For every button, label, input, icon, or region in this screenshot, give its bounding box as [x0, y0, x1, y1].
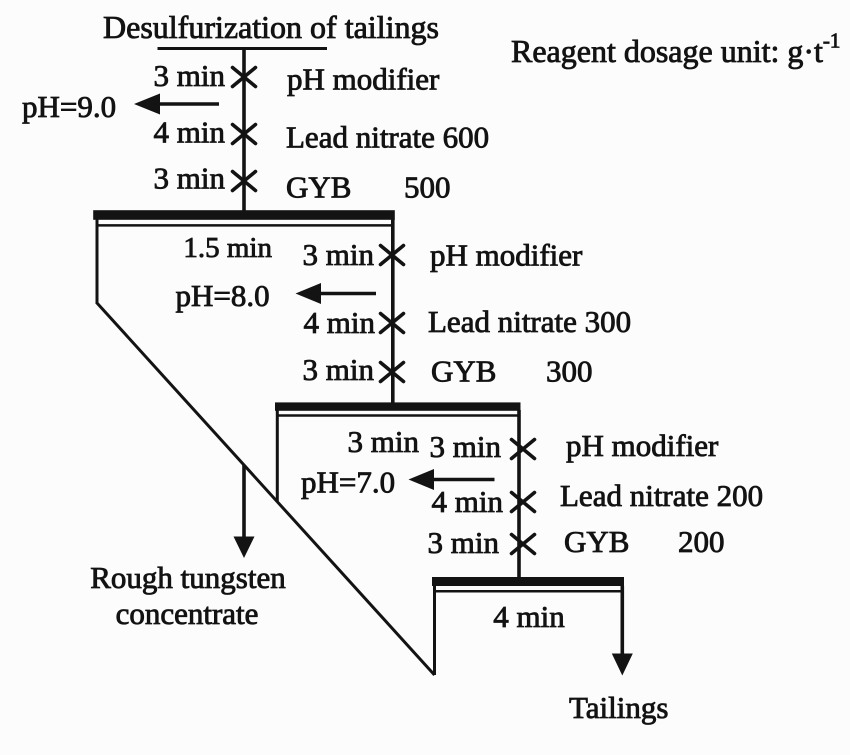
svg-text:pH=7.0: pH=7.0	[301, 465, 395, 500]
svg-text:3 min: 3 min	[154, 161, 226, 196]
svg-text:4 min: 4 min	[432, 484, 504, 519]
svg-text:4 min: 4 min	[154, 115, 226, 150]
svg-text:pH modifier: pH modifier	[430, 238, 583, 273]
svg-text:Tailings: Tailings	[569, 690, 668, 725]
svg-text:pH=8.0: pH=8.0	[176, 278, 270, 313]
svg-text:3 min: 3 min	[348, 424, 420, 459]
svg-text:3 min: 3 min	[154, 58, 226, 93]
svg-text:GYB: GYB	[564, 524, 629, 559]
svg-text:4 min: 4 min	[304, 305, 376, 340]
svg-text:Rough tungsten: Rough tungsten	[90, 560, 286, 595]
svg-text:GYB: GYB	[431, 354, 496, 389]
svg-text:GYB: GYB	[286, 170, 351, 205]
svg-text:3 min: 3 min	[428, 525, 500, 560]
svg-text:4 min: 4 min	[493, 599, 565, 634]
svg-text:Reagent dosage unit: g·t-1: Reagent dosage unit: g·t-1	[511, 29, 840, 70]
svg-text:Lead nitrate 300: Lead nitrate 300	[428, 304, 631, 339]
svg-text:Lead nitrate 600: Lead nitrate 600	[286, 120, 489, 155]
svg-text:3 min: 3 min	[303, 237, 375, 272]
svg-text:3 min: 3 min	[303, 352, 375, 387]
svg-text:200: 200	[678, 524, 725, 559]
svg-text:pH modifier: pH modifier	[287, 62, 440, 97]
svg-text:300: 300	[546, 354, 593, 389]
svg-text:3 min: 3 min	[430, 429, 502, 464]
svg-text:Lead nitrate 200: Lead nitrate 200	[560, 478, 763, 513]
svg-text:Desulfurization of tailings: Desulfurization of tailings	[103, 9, 439, 45]
svg-text:500: 500	[404, 170, 451, 205]
svg-text:pH=9.0: pH=9.0	[22, 89, 116, 124]
svg-text:1.5 min: 1.5 min	[183, 232, 272, 264]
svg-text:concentrate: concentrate	[116, 596, 259, 631]
svg-text:pH modifier: pH modifier	[566, 428, 719, 463]
